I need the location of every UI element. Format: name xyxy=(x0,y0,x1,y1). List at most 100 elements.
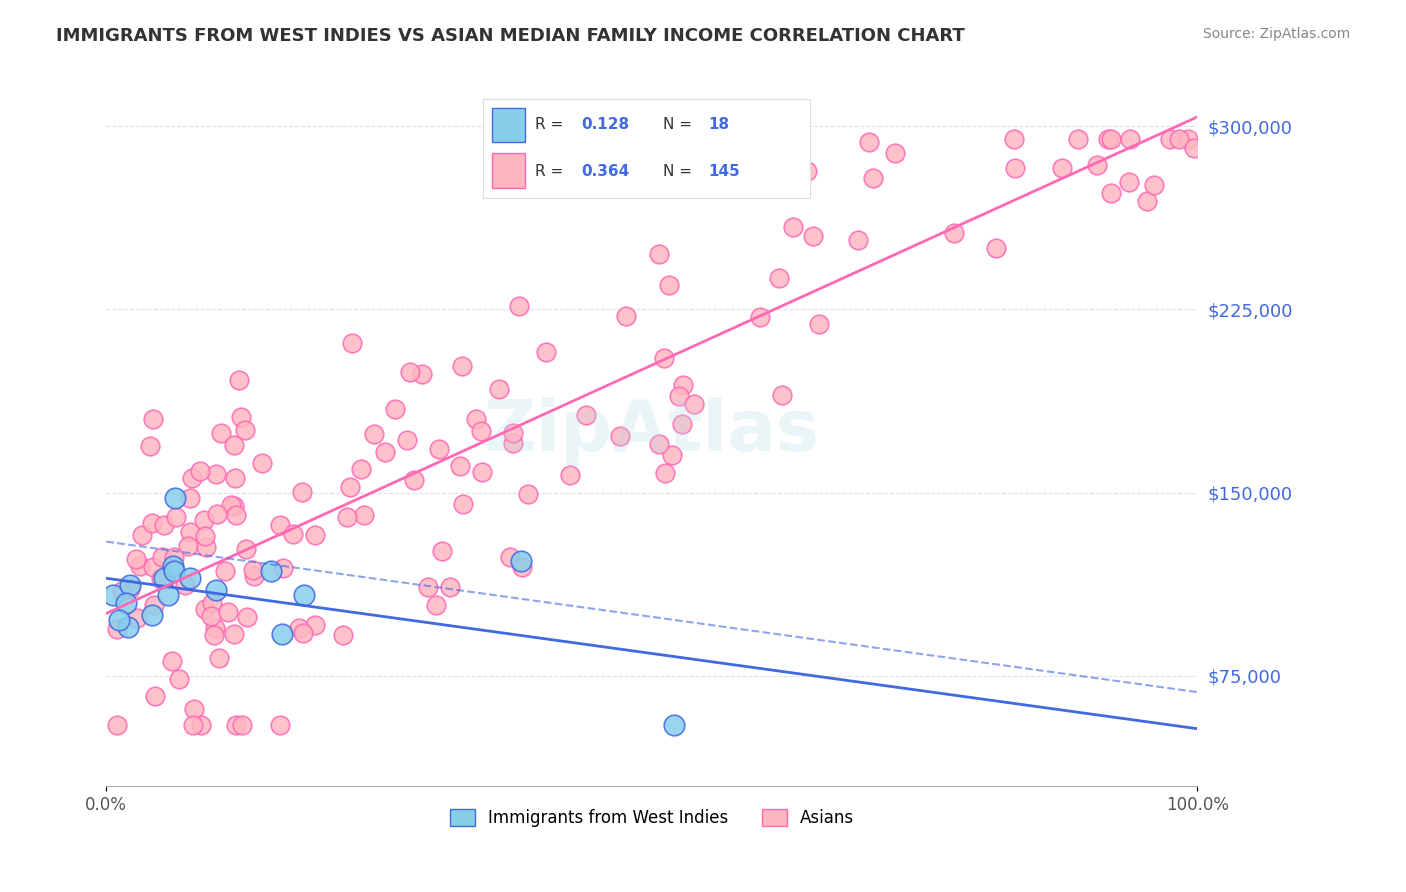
Point xyxy=(141,412,163,426)
Point xyxy=(510,560,533,574)
Text: Source: ZipAtlas.com: Source: ZipAtlas.com xyxy=(1202,27,1350,41)
Point xyxy=(141,607,163,622)
Point xyxy=(269,518,291,533)
Point xyxy=(658,278,681,293)
Point xyxy=(163,564,186,578)
Point xyxy=(156,588,179,602)
Point xyxy=(465,412,488,426)
Point xyxy=(943,226,966,240)
Legend: Immigrants from West Indies, Asians: Immigrants from West Indies, Asians xyxy=(443,803,860,834)
Point xyxy=(509,554,531,568)
Point xyxy=(648,436,671,450)
Point xyxy=(288,621,311,635)
Point xyxy=(129,558,152,573)
Point xyxy=(488,382,510,396)
Point xyxy=(224,500,246,514)
Point xyxy=(120,582,142,597)
Point xyxy=(1182,141,1205,155)
Point xyxy=(1177,131,1199,145)
Point xyxy=(1002,131,1025,145)
Point xyxy=(430,544,453,558)
Point xyxy=(1118,175,1140,189)
Point xyxy=(165,509,187,524)
Point xyxy=(808,317,831,331)
Point xyxy=(200,608,222,623)
Point xyxy=(425,598,447,612)
Text: ZipAtlas: ZipAtlas xyxy=(484,397,820,467)
Point xyxy=(427,442,450,456)
Point xyxy=(222,627,245,641)
Text: IMMIGRANTS FROM WEST INDIES VS ASIAN MEDIAN FAMILY INCOME CORRELATION CHART: IMMIGRANTS FROM WEST INDIES VS ASIAN MED… xyxy=(56,27,965,45)
Point xyxy=(190,717,212,731)
Point xyxy=(163,491,186,505)
Point xyxy=(502,426,524,441)
Point xyxy=(281,526,304,541)
Point xyxy=(127,611,149,625)
Point xyxy=(225,717,247,731)
Point xyxy=(449,459,471,474)
Point xyxy=(271,627,294,641)
Point xyxy=(508,299,530,313)
Point xyxy=(160,654,183,668)
Point xyxy=(204,621,226,635)
Point xyxy=(471,465,494,479)
Point xyxy=(225,508,247,523)
Point xyxy=(143,690,166,704)
Point xyxy=(205,507,228,521)
Point xyxy=(439,581,461,595)
Point xyxy=(304,617,326,632)
Point xyxy=(399,365,422,379)
Point xyxy=(105,622,128,636)
Point xyxy=(1168,131,1191,145)
Point xyxy=(353,508,375,523)
Point xyxy=(188,463,211,477)
Point xyxy=(858,135,880,149)
Point xyxy=(200,596,222,610)
Point xyxy=(862,170,884,185)
Point xyxy=(173,578,195,592)
Point xyxy=(204,467,226,481)
Point xyxy=(219,498,242,512)
Point xyxy=(662,717,685,731)
Point xyxy=(1097,131,1119,145)
Point xyxy=(194,602,217,616)
Point xyxy=(108,613,131,627)
Point xyxy=(1159,131,1181,145)
Point xyxy=(801,229,824,244)
Point xyxy=(114,596,136,610)
Point xyxy=(402,473,425,487)
Point xyxy=(235,542,257,557)
Point xyxy=(195,541,218,555)
Point xyxy=(683,397,706,411)
Point xyxy=(340,336,363,351)
Point xyxy=(214,564,236,578)
Point xyxy=(138,439,160,453)
Point xyxy=(131,528,153,542)
Point xyxy=(162,558,184,573)
Point xyxy=(150,550,173,565)
Point xyxy=(450,359,472,373)
Point xyxy=(349,462,371,476)
Point xyxy=(125,551,148,566)
Point xyxy=(614,310,637,324)
Point xyxy=(575,408,598,422)
Point xyxy=(194,529,217,543)
Point xyxy=(236,610,259,624)
Point xyxy=(671,417,693,431)
Point xyxy=(217,605,239,619)
Point xyxy=(152,571,174,585)
Point xyxy=(304,528,326,542)
Point xyxy=(291,484,314,499)
Point xyxy=(204,583,226,598)
Point xyxy=(654,466,676,480)
Point xyxy=(250,456,273,470)
Point xyxy=(672,378,695,392)
Point xyxy=(117,620,139,634)
Point xyxy=(181,717,204,731)
Point xyxy=(782,220,804,235)
Point xyxy=(846,234,869,248)
Point xyxy=(179,491,201,506)
Point xyxy=(179,524,201,539)
Point xyxy=(231,717,253,731)
Point xyxy=(470,424,492,438)
